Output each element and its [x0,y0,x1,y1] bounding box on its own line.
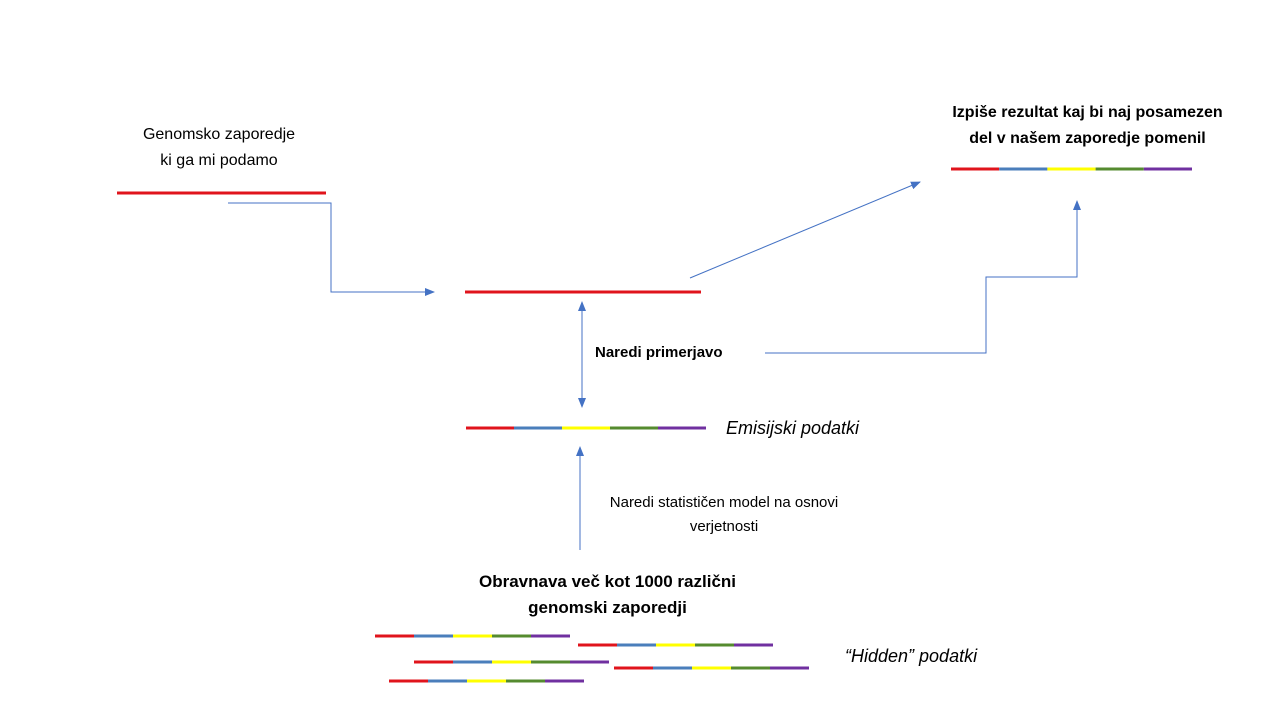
compare-to-output-arrow [765,200,1081,354]
output-label-line-1: Izpiše rezultat kaj bi naj posamezen [952,104,1223,121]
output-result-label: Izpiše rezultat kaj bi naj posamezen del… [915,100,1260,152]
emission-data-label: Emisijski podatki [726,418,860,438]
input-label-line-2: ki ga mi podamo [160,152,278,169]
model-label-line-1: Naredi statističen model na osnovi [609,494,839,511]
input-sequence-label: Genomsko zaporedje ki ga mi podamo [119,122,319,174]
input-to-query-arrow [228,202,435,296]
training-label-line-1: Obravnava več kot 1000 različni [478,572,737,591]
model-description-label: Naredi statističen model na osnovi verje… [588,491,860,539]
output-label-line-2: del v našem zaporedje pomenil [969,130,1206,147]
input-label-line-1: Genomsko zaporedje [142,126,296,143]
query-to-output-arrow [689,181,921,279]
hidden-data-label: “Hidden” podatki [845,646,978,666]
model-label-line-2: verjetnosti [689,518,759,535]
training-data-label: Obravnava več kot 1000 različni genomski… [455,569,760,621]
compare-label: Naredi primerjavo [595,344,723,361]
training-label-line-2: genomski zaporedji [528,598,687,617]
